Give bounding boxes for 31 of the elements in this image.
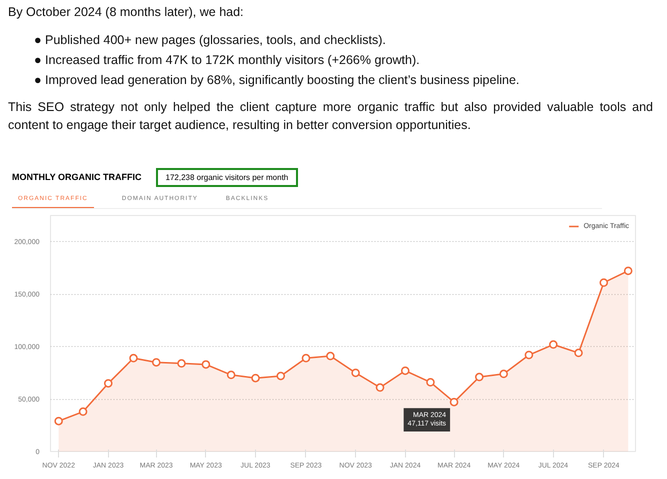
text: ● Improved lead generation by 68%, significantly boosting the client’s business pipeline. xyxy=(34,72,520,89)
point xyxy=(78,407,88,416)
point xyxy=(624,266,632,276)
point xyxy=(499,370,508,378)
point xyxy=(152,358,161,367)
point xyxy=(426,378,435,387)
text: By October 2024 (8 months later), we had: xyxy=(8,4,245,21)
chart-title: MONTHLY ORGANIC TRAFFIC xyxy=(12,171,142,184)
point xyxy=(524,350,534,360)
point xyxy=(400,366,410,375)
point xyxy=(54,416,63,426)
point xyxy=(302,354,310,362)
point xyxy=(450,398,458,406)
point xyxy=(351,368,360,378)
point xyxy=(326,352,335,360)
point xyxy=(226,370,236,380)
text: This SEO strategy not only helped the client capture more organic traffic but also provided valuable tools and content to engage their target audience, resulting in better conversion opportunities. xyxy=(8,99,653,134)
point xyxy=(104,379,113,388)
point xyxy=(177,359,186,368)
point xyxy=(549,340,558,349)
text: ● Increased traffic from 47K to 172K monthly visitors (+266% growth). xyxy=(34,52,421,69)
point xyxy=(600,278,608,287)
point xyxy=(202,360,210,369)
point xyxy=(574,348,583,358)
point xyxy=(276,372,286,380)
point xyxy=(251,374,260,382)
point xyxy=(376,383,384,392)
point xyxy=(475,372,484,382)
point xyxy=(129,354,138,362)
chart-subtitle: 172,238 organic visitors per month xyxy=(156,168,298,188)
text: ● Published 400+ new pages (glossaries, tools, and checklists). xyxy=(34,32,387,49)
